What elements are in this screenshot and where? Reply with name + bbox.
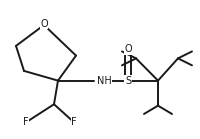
Text: F: F (23, 117, 29, 127)
Text: O: O (40, 19, 48, 29)
Text: F: F (71, 117, 77, 127)
Text: NH: NH (97, 76, 112, 86)
Text: S: S (125, 76, 131, 86)
Text: O: O (124, 44, 132, 54)
